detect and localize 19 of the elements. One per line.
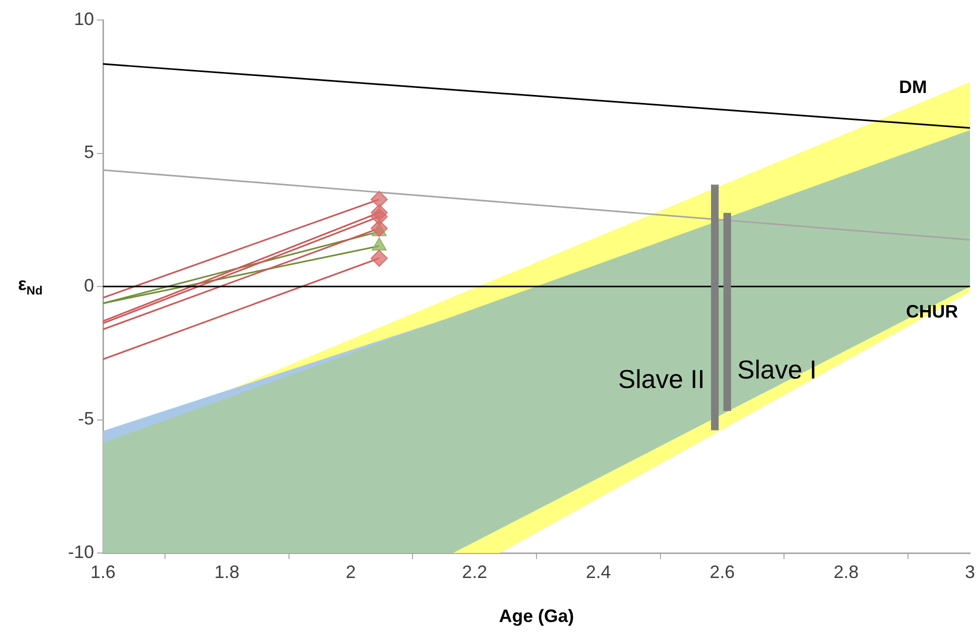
- x-tick-label: 1.8: [214, 562, 240, 582]
- x-tick-label: 2.6: [710, 562, 735, 582]
- series-label: Slave II: [618, 364, 705, 394]
- y-axis-title: ε$_{Nd}$: [18, 274, 43, 298]
- series-label: DM: [899, 76, 927, 97]
- x-tick-label: 3: [964, 562, 976, 582]
- y-tick-label: -10: [68, 542, 94, 562]
- series-label: CHUR: [906, 301, 958, 322]
- x-axis-title: Age (Ga): [498, 606, 574, 626]
- x-tick-label: 2.2: [462, 562, 488, 582]
- y-tick-label: 5: [84, 142, 94, 162]
- x-tick-label: 2.8: [834, 562, 859, 582]
- series-label: Slave I: [737, 354, 817, 384]
- x-tick-label: 2: [346, 562, 356, 582]
- x-tick-label: 1.6: [90, 562, 116, 582]
- y-tick-label: -5: [78, 408, 94, 429]
- y-tick-label: 0: [84, 275, 94, 296]
- y-tick-label: 10: [74, 8, 94, 29]
- x-tick-label: 2.4: [586, 562, 611, 582]
